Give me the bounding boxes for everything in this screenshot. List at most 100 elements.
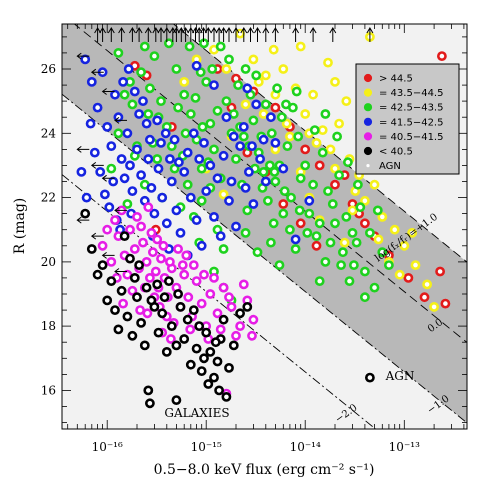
data-point: [199, 137, 209, 148]
data-point: [342, 157, 353, 168]
data-point: [199, 269, 209, 280]
data-point: [164, 154, 175, 164]
data-point: [141, 256, 152, 267]
data-point: [231, 154, 241, 164]
data-point: [359, 195, 370, 206]
data-point: [369, 179, 380, 190]
data-point: [188, 128, 199, 139]
data-point: [123, 64, 134, 74]
data-point: [185, 324, 196, 335]
data-point: [106, 276, 117, 286]
data-point: [389, 224, 400, 235]
data-point: [336, 260, 346, 270]
data-point: [262, 195, 273, 206]
data-point: [157, 308, 168, 319]
data-point: [92, 269, 103, 280]
data-point: [152, 154, 163, 164]
data-point: [377, 211, 388, 222]
data-point: [330, 218, 340, 229]
data-point: [106, 163, 117, 174]
data-point: [196, 366, 207, 376]
data-point: [106, 256, 117, 267]
data-point: [341, 211, 352, 222]
data-point: [317, 147, 328, 158]
data-point: [242, 205, 253, 216]
data-point: [203, 379, 214, 389]
data-point: [141, 118, 152, 129]
data-point: [209, 272, 219, 283]
data-point: [108, 176, 119, 187]
data-point: [355, 202, 366, 213]
data-point: [311, 240, 322, 251]
data-point: [143, 202, 154, 213]
data-point: [311, 231, 322, 241]
data-point: [132, 292, 142, 303]
data-point: [344, 276, 355, 286]
data-point: [139, 41, 150, 52]
data-point: [255, 154, 265, 164]
y-tick-label: 22: [41, 191, 56, 205]
data-point: [240, 99, 251, 110]
data-point: [196, 195, 207, 206]
data-point: [100, 189, 110, 200]
data-point: [320, 256, 331, 267]
data-point: [429, 301, 439, 312]
y-tick-label: 24: [41, 126, 57, 140]
data-point: [158, 240, 169, 251]
legend-marker: [363, 146, 373, 156]
data-point: [352, 179, 363, 190]
data-point: [166, 321, 177, 331]
data-point: [242, 301, 253, 312]
data-point: [265, 112, 276, 123]
data-point: [314, 218, 325, 229]
legend-label: = 41.5−42.5: [379, 117, 443, 128]
data-point: [240, 182, 251, 193]
data-point: [314, 160, 325, 171]
data-point: [290, 234, 301, 245]
data-point: [215, 231, 226, 241]
data-point: [185, 109, 196, 119]
data-point: [364, 227, 375, 238]
data-point: [209, 372, 219, 383]
data-point: [224, 54, 234, 65]
data-point: [194, 321, 205, 331]
data-point: [251, 70, 262, 81]
data-point: [89, 147, 100, 158]
data-point: [119, 231, 130, 241]
data-point: [269, 166, 280, 177]
y-tick-label: 18: [41, 319, 56, 333]
data-point: [118, 298, 128, 309]
legend-label: = 40.5−41.5: [379, 132, 443, 143]
data-point: [359, 292, 370, 303]
data-point: [146, 227, 157, 238]
data-point: [410, 260, 421, 270]
plot-frame: [61, 23, 468, 430]
upper-limit-arrow: [101, 174, 115, 182]
data-point: [144, 398, 155, 409]
flux-ratio-line: [62, 93, 467, 424]
data-point: [235, 321, 245, 331]
upper-limit-arrow: [128, 27, 136, 42]
x-tick-label: 10⁻¹⁵: [191, 440, 222, 454]
data-point: [152, 279, 163, 290]
upper-limit-arrow: [76, 146, 90, 153]
data-point: [113, 324, 124, 335]
data-point: [134, 109, 144, 119]
data-point: [334, 118, 344, 129]
data-point: [196, 240, 207, 251]
data-point: [212, 356, 223, 367]
data-point: [210, 337, 221, 348]
data-point: [212, 105, 223, 116]
data-point: [205, 118, 216, 129]
data-point: [153, 327, 164, 338]
data-point: [207, 64, 218, 74]
data-point: [143, 109, 154, 119]
data-point: [212, 173, 223, 184]
data-point: [228, 340, 239, 351]
data-point: [258, 134, 269, 145]
data-point: [260, 70, 271, 81]
data-point: [205, 289, 216, 299]
data-point: [221, 96, 232, 106]
data-point: [171, 340, 182, 351]
legend-marker: [363, 103, 373, 112]
